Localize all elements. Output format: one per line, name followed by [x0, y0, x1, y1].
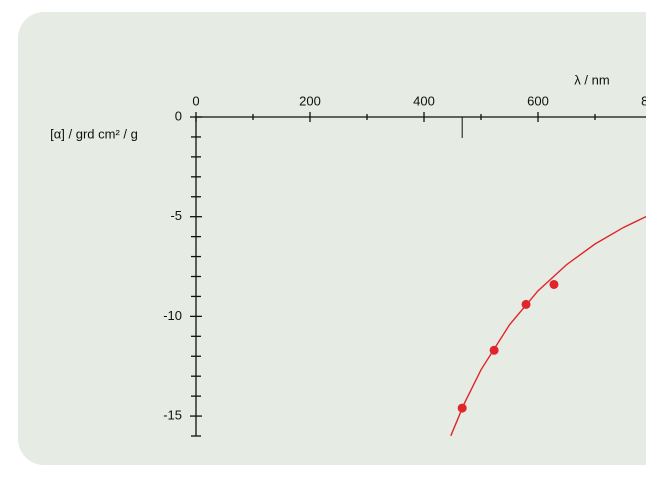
plot: λ / nm [α] / grd cm² / g 0 200 400 600 800 0 -…	[50, 72, 646, 437]
y-tick-label: 0	[175, 108, 182, 123]
data-point	[457, 403, 467, 413]
background	[18, 12, 646, 465]
fit-curve	[450, 215, 646, 437]
y-tick-label: -10	[163, 308, 182, 323]
data-point	[549, 279, 559, 289]
y-axis-label: [α] / grd cm² / g	[50, 126, 138, 141]
y-tick-label: -5	[170, 208, 182, 223]
x-axis-label: λ / nm	[574, 72, 609, 87]
x-tick-label: 800	[641, 93, 646, 108]
data-point	[489, 345, 499, 355]
x-tick-label: 400	[413, 93, 435, 108]
data-point	[521, 299, 531, 309]
x-tick-label: 600	[527, 93, 549, 108]
x-tick-label: 200	[299, 93, 321, 108]
y-tick-label: -15	[163, 408, 182, 423]
x-tick-label: 0	[192, 93, 199, 108]
